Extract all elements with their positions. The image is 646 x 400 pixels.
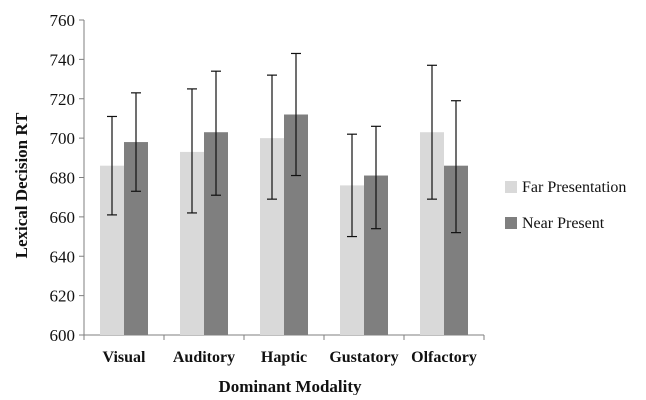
y-tick-label: 620 (50, 287, 76, 306)
legend-label: Far Presentation (522, 179, 626, 196)
x-axis-title: Dominant Modality (218, 377, 362, 395)
legend: Far Presentation Near Present (505, 179, 626, 232)
y-tick-label: 680 (50, 169, 76, 188)
legend-label: Near Present (522, 215, 605, 232)
x-category-label: Auditory (173, 349, 235, 366)
x-category-label: Visual (103, 349, 147, 366)
y-tick-label: 720 (50, 90, 76, 109)
y-tick-label: 660 (50, 208, 76, 227)
y-tick-label: 760 (50, 11, 76, 30)
x-category-label: Haptic (261, 349, 307, 366)
axes (79, 19, 485, 340)
x-category-label: Gustatory (329, 349, 398, 366)
legend-swatch (505, 181, 517, 193)
x-category-label: Olfactory (411, 349, 477, 366)
legend-swatch (505, 217, 517, 229)
y-tick-label: 600 (50, 326, 76, 345)
y-axis-title: Lexical Decision RT (12, 112, 31, 258)
error-bars (107, 52, 461, 238)
y-tick-label: 640 (50, 247, 76, 266)
y-tick-label: 700 (50, 129, 76, 148)
labels: 600 620 640 660 680 700 720 740 760 Visual Auditor… (12, 11, 477, 396)
bars (100, 114, 468, 335)
y-tick-label: 740 (50, 50, 76, 69)
